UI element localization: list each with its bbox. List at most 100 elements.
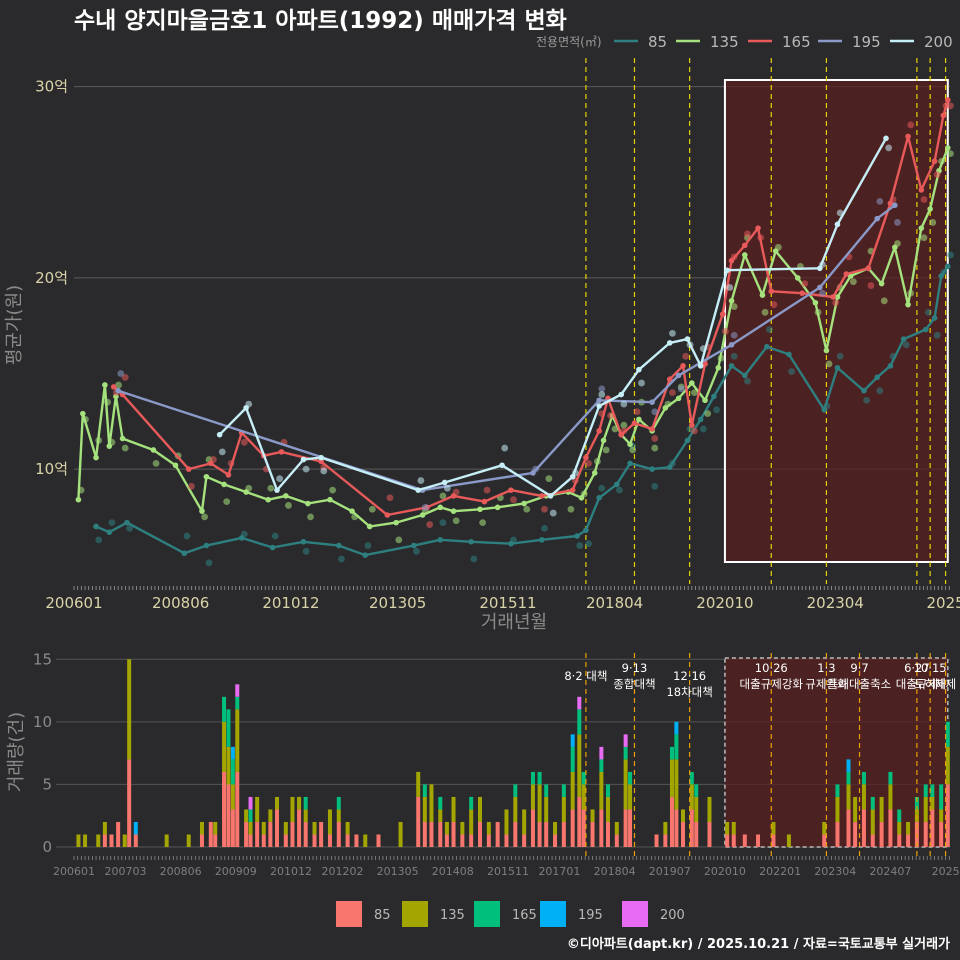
bar-segment-135 (226, 746, 231, 785)
bar-segment-135 (870, 809, 875, 835)
series-200-point (547, 493, 554, 499)
series-135-point (600, 437, 607, 444)
bar-segment-135 (553, 821, 558, 835)
upper-x-tick-label: 200806 (152, 594, 209, 612)
series-135-point (944, 145, 951, 151)
bar-segment-85 (248, 834, 253, 847)
bar-segment-165 (248, 809, 253, 822)
bar-segment-85 (897, 834, 902, 847)
bar-segment-165 (669, 746, 674, 760)
series-85-point (614, 481, 620, 488)
series-85-point (124, 519, 130, 526)
bar-segment-85 (707, 821, 712, 847)
bar-segment-135 (694, 796, 699, 822)
series-135-point (305, 500, 311, 507)
bar-segment-135 (429, 784, 434, 822)
series-135-scatter-point (285, 502, 292, 509)
bar-segment-135 (669, 759, 674, 797)
lower-x-tick-label: 2025 (932, 865, 960, 878)
series-135-scatter-point (121, 444, 129, 452)
series-200-point (618, 391, 625, 398)
bar-segment-200 (599, 746, 604, 760)
bar-segment-165 (694, 784, 699, 797)
bar-segment-135 (438, 809, 443, 822)
series-165-point (680, 363, 686, 369)
bar-segment-135 (663, 821, 668, 835)
bar-segment-85 (756, 834, 761, 847)
series-135-scatter-point (602, 446, 610, 454)
bar-segment-135 (248, 821, 253, 835)
series-200-scatter-point (302, 465, 310, 473)
series-135-point (366, 523, 373, 530)
lower-y-tick-label: 15 (33, 650, 52, 668)
series-85-point (944, 263, 951, 270)
bar-segment-85 (261, 834, 266, 847)
bar-segment-135 (561, 796, 566, 822)
series-165-point (384, 512, 391, 518)
lower-x-tick-label: 201305 (377, 865, 419, 878)
series-85-point (203, 542, 210, 549)
bar-segment-135 (451, 796, 456, 822)
series-165-scatter-point (633, 408, 641, 416)
bar-segment-135 (577, 734, 582, 797)
bar-segment-85 (822, 834, 827, 847)
bar-segment-85 (939, 821, 944, 847)
bar-segment-135 (290, 796, 295, 822)
series-135-scatter-point (947, 150, 954, 158)
series-165-scatter-point (651, 435, 659, 442)
series-200-point (724, 267, 730, 274)
bar-segment-85 (853, 821, 858, 847)
series-85-scatter-point (271, 532, 279, 540)
bar-segment-85 (133, 834, 138, 847)
series-135-point (741, 252, 748, 258)
series-165-scatter-point (721, 328, 729, 335)
series-195-line (117, 204, 896, 492)
series-135-scatter-point (439, 492, 447, 500)
series-135-scatter-point (523, 505, 531, 513)
bar-segment-135 (327, 809, 332, 835)
series-195-scatter-point (894, 219, 901, 226)
lower-x-tick-label: 201012 (270, 865, 312, 878)
bar-segment-135 (336, 809, 341, 822)
bar-segment-85 (561, 821, 566, 847)
series-85-point (938, 273, 944, 279)
bar-segment-135 (261, 821, 266, 835)
policy-annotation-text: 18차대책 (666, 685, 712, 699)
bar-segment-85 (930, 809, 935, 847)
bar-segment-165 (897, 809, 902, 822)
series-165-point (887, 200, 894, 207)
bar-segment-135 (303, 809, 308, 822)
series-165-point (799, 290, 805, 296)
series-165-point (110, 384, 117, 390)
bar-segment-135 (122, 834, 127, 847)
bar-segment-135 (398, 821, 403, 847)
series-195-point (596, 397, 602, 404)
series-135-point (591, 470, 598, 476)
series-85-point (508, 540, 514, 547)
bar-segment-85 (255, 821, 260, 847)
series-165-point (538, 493, 545, 499)
series-135-point (675, 395, 682, 402)
series-85-point (666, 464, 673, 470)
series-135-scatter-point (267, 484, 275, 492)
policy-annotation-text: 1·3 (817, 661, 835, 675)
bar-segment-135 (605, 796, 610, 822)
bar-segment-135 (522, 809, 527, 835)
series-85-scatter-point (126, 524, 134, 532)
series-200-scatter-point (218, 448, 226, 456)
bar-segment-85 (235, 771, 240, 847)
bar-segment-85 (870, 834, 875, 847)
series-165-point (865, 265, 872, 272)
series-135-point (759, 292, 766, 298)
bar-segment-135 (623, 759, 628, 810)
bar-segment-85 (486, 834, 491, 847)
bar-segment-165 (939, 784, 944, 810)
series-135-scatter-point (620, 421, 628, 429)
bar-segment-135 (853, 796, 858, 822)
policy-annotation-text: 특례대출축소 (828, 677, 891, 691)
series-195-scatter-point (598, 385, 606, 393)
series-135-scatter-point (651, 444, 659, 452)
bar-segment-85 (689, 809, 694, 847)
upper-x-tick-label: 201511 (479, 594, 536, 612)
series-85-point (181, 550, 188, 557)
